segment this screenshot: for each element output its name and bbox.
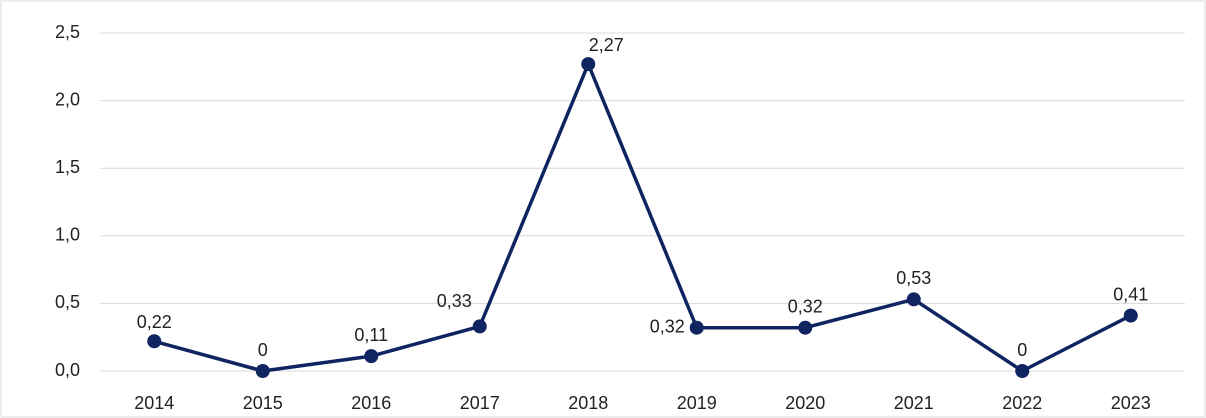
y-tick-label: 0,0	[55, 360, 80, 380]
x-tick-label: 2014	[134, 393, 174, 413]
x-tick-label: 2016	[351, 393, 391, 413]
marker	[472, 319, 487, 334]
data-label: 0	[258, 340, 268, 360]
data-label: 0,41	[1113, 284, 1148, 304]
marker	[581, 57, 596, 72]
y-tick-label: 1,5	[55, 157, 80, 177]
marker	[255, 364, 270, 378]
x-tick-label: 2015	[243, 393, 283, 413]
marker	[689, 320, 704, 335]
y-tick-label: 2,5	[55, 22, 80, 42]
line	[153, 62, 1132, 373]
y-tick-label: 1,0	[55, 225, 80, 245]
data-label: 0,32	[650, 316, 685, 336]
data-label: 0	[1017, 340, 1027, 360]
marker	[364, 349, 379, 364]
data-label: 0,53	[896, 268, 931, 288]
data-label: 0,33	[437, 291, 472, 311]
marker	[147, 334, 162, 349]
x-tick-label: 2019	[677, 393, 717, 413]
marker	[1015, 364, 1030, 378]
x-tick-label: 2022	[1002, 393, 1042, 413]
data-label: 2,27	[589, 35, 624, 55]
y-tick-label: 0,5	[55, 292, 80, 312]
x-tick-label: 2017	[460, 393, 500, 413]
x-tick-label: 2020	[785, 393, 825, 413]
data-label: 0,22	[137, 312, 172, 332]
x-tick-label: 2023	[1111, 393, 1151, 413]
marker	[1123, 308, 1138, 323]
marker	[798, 320, 813, 335]
data-label: 0,11	[354, 325, 388, 345]
x-tick-label: 2021	[894, 393, 934, 413]
x-tick-label: 2018	[568, 393, 608, 413]
marker	[906, 292, 921, 307]
y-tick-label: 2,0	[55, 89, 80, 109]
data-label: 0,32	[788, 296, 823, 316]
